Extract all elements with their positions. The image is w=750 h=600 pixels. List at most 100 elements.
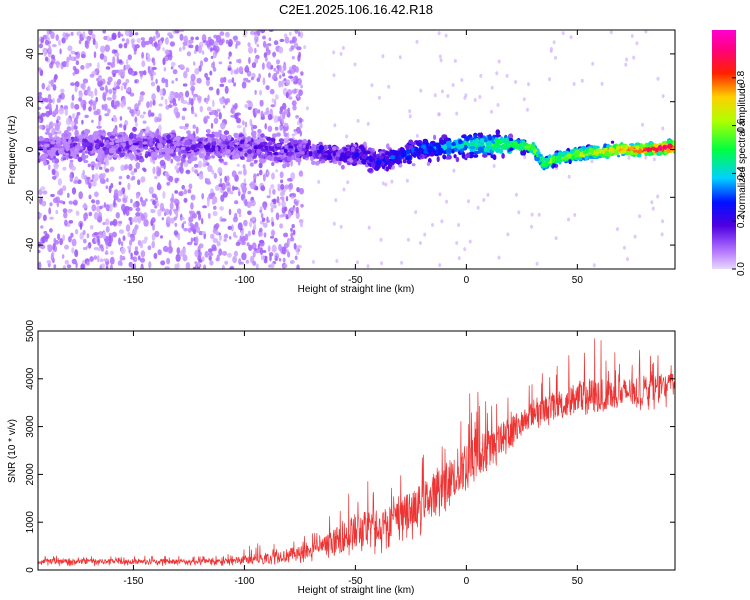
- spectrogram-ridge-cell: [453, 154, 457, 159]
- spectrogram-ridge-cell: [447, 154, 452, 160]
- spectrogram-noise-cell: [152, 72, 157, 76]
- spectrogram-ridge-cell: [257, 144, 263, 149]
- spectrogram-noise-cell: [208, 86, 214, 91]
- spectrogram-noise-cell: [44, 56, 49, 62]
- spectrogram-noise-cell: [230, 114, 236, 118]
- spectrogram-noise-cell: [194, 169, 199, 174]
- spectrogram-noise-cell: [99, 258, 104, 263]
- spectrogram-ridge-cell: [461, 153, 466, 159]
- spectrogram-noise-cell: [55, 209, 59, 215]
- spectrogram-noise-cell: [53, 237, 57, 244]
- spectrogram-noise-cell: [249, 30, 256, 36]
- spectrogram-ridge-cell: [331, 146, 337, 151]
- spectrogram-noise-cell: [238, 258, 242, 265]
- spectrogram-noise-cell: [94, 88, 98, 96]
- spectrogram-noise-cell: [47, 103, 52, 109]
- spectrogram-ridge-cell: [99, 142, 105, 147]
- spectrogram-noise-cell: [133, 215, 139, 223]
- spectrogram-noise-cell: [514, 80, 518, 84]
- spectrogram-noise-cell: [70, 232, 74, 238]
- spectrogram-noise-cell: [298, 170, 304, 177]
- spectrogram-noise-cell: [264, 123, 268, 130]
- spectrogram-noise-cell: [74, 129, 79, 138]
- spectrogram-noise-cell: [217, 167, 223, 175]
- spectrogram-noise-cell: [119, 254, 123, 262]
- spectrogram-ridge-cell: [102, 132, 106, 137]
- spectrogram-noise-cell: [180, 162, 183, 168]
- spectrogram-noise-cell: [106, 97, 112, 101]
- spectrogram-noise-cell: [50, 253, 54, 262]
- spectrogram-noise-cell: [75, 120, 79, 125]
- spectrogram-noise-cell: [152, 36, 156, 42]
- spectrogram-noise-cell: [46, 30, 50, 37]
- spectrogram-noise-cell: [241, 81, 247, 89]
- spectrogram-noise-cell: [591, 61, 595, 66]
- spectrogram-ridge-cell: [132, 133, 138, 140]
- spectrogram-noise-cell: [280, 179, 284, 184]
- spectrogram-noise-cell: [185, 90, 190, 98]
- spectrogram-noise-cell: [174, 222, 178, 227]
- spectrogram-noise-cell: [496, 103, 500, 107]
- spectrogram-noise-cell: [50, 79, 54, 87]
- spectrogram-noise-cell: [227, 79, 233, 84]
- spectrogram-noise-cell: [118, 220, 123, 224]
- spectrogram-noise-cell: [506, 232, 510, 237]
- spectrogram-noise-cell: [353, 62, 357, 67]
- spectrogram-ridge-cell: [97, 154, 104, 160]
- spectrogram-ridge-cell: [41, 153, 48, 159]
- spectrogram-noise-cell: [195, 126, 199, 134]
- spectrogram-noise-cell: [295, 201, 299, 206]
- spectrogram-noise-cell: [233, 82, 237, 87]
- spectrogram-ridge-cell: [508, 133, 514, 140]
- spectrogram-noise-cell: [473, 98, 477, 102]
- spectrogram-noise-cell: [71, 238, 77, 247]
- spectrogram-ridge-cell: [519, 146, 524, 150]
- spectrogram-noise-cell: [91, 119, 94, 124]
- spectrogram-noise-cell: [212, 67, 217, 72]
- spectrogram-noise-cell: [218, 248, 223, 256]
- spectrogram-noise-cell: [135, 162, 141, 170]
- spectrogram-ridge-cell: [191, 140, 196, 145]
- spectrogram-noise-cell: [245, 65, 249, 70]
- spectrogram-noise-cell: [120, 241, 124, 247]
- spectrogram-noise-cell: [275, 255, 278, 261]
- spectrogram-noise-cell: [609, 30, 613, 35]
- spectrogram-noise-cell: [174, 165, 179, 171]
- spectrogram-noise-cell: [159, 202, 165, 211]
- spectrogram-noise-cell: [243, 219, 248, 227]
- spectrogram-noise-cell: [169, 208, 172, 216]
- spectrogram-ridge-cell: [257, 129, 262, 134]
- spectrogram-noise-cell: [332, 221, 336, 226]
- spectrogram-ridge-cell: [283, 148, 288, 153]
- spectrogram-noise-cell: [64, 219, 68, 227]
- spectrogram-ridge-cell: [475, 137, 480, 144]
- spectrogram-noise-cell: [127, 54, 132, 61]
- spectrogram-ridge-cell: [119, 137, 123, 143]
- spectrogram-noise-cell: [303, 45, 307, 50]
- spectrogram-noise-cell: [141, 60, 146, 68]
- spectrogram-noise-cell: [228, 61, 232, 65]
- spectrogram-noise-cell: [86, 233, 90, 239]
- spectrogram-noise-cell: [196, 210, 201, 215]
- spectrogram-ridge-cell: [672, 141, 675, 147]
- spectrogram-noise-cell: [252, 250, 256, 258]
- spectrogram-noise-cell: [590, 159, 594, 164]
- spectrogram-noise-cell: [88, 30, 92, 35]
- spectrogram-noise-cell: [196, 266, 201, 269]
- spectrogram-noise-cell: [293, 242, 297, 250]
- spectrogram-ridge-cell: [276, 143, 282, 147]
- spectrogram-noise-cell: [103, 202, 107, 208]
- spectrogram-noise-cell: [387, 84, 391, 89]
- spectrogram-noise-cell: [117, 260, 121, 266]
- spectrogram-noise-cell: [210, 55, 214, 60]
- spectrogram-noise-cell: [252, 108, 256, 116]
- spectrogram-ridge-cell: [435, 142, 439, 148]
- spectrogram-noise-cell: [300, 203, 304, 208]
- spectrogram-noise-cell: [172, 69, 178, 75]
- spectrogram-noise-cell: [196, 77, 202, 84]
- spectrogram-noise-cell: [81, 119, 84, 125]
- spectrogram-noise-cell: [42, 190, 48, 195]
- spectrogram-noise-cell: [624, 62, 628, 67]
- spectrogram-ridge-cell: [595, 148, 601, 152]
- spectrogram-noise-cell: [455, 241, 459, 245]
